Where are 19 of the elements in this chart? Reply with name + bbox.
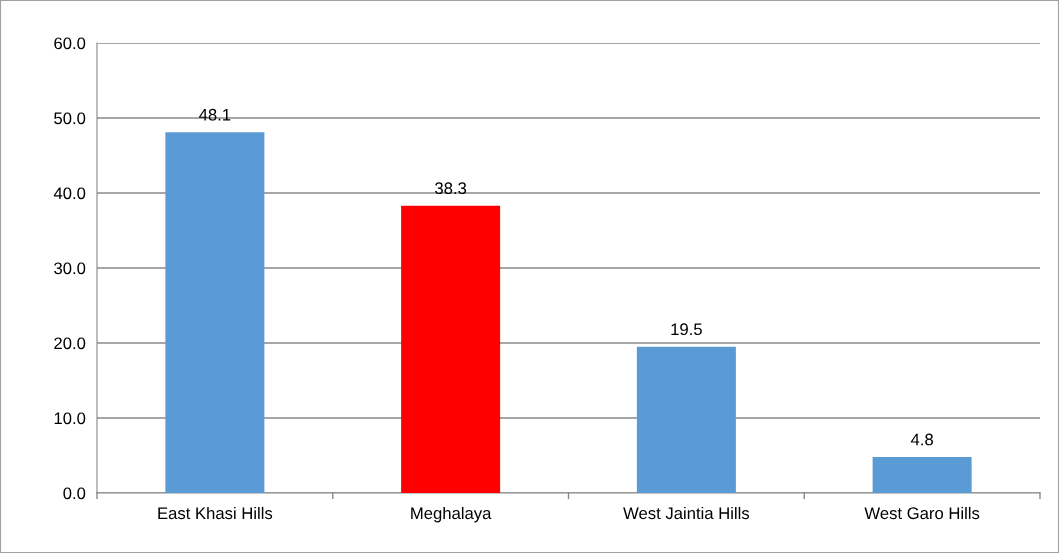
bar bbox=[165, 132, 265, 493]
y-tick-label: 0.0 bbox=[63, 487, 86, 500]
bar bbox=[872, 457, 972, 493]
y-tick-label: 30.0 bbox=[54, 262, 86, 275]
x-tick-label: West Garo Hills bbox=[864, 506, 980, 520]
y-tick-label: 10.0 bbox=[54, 412, 86, 425]
x-tick-label: Meghalaya bbox=[411, 506, 492, 523]
y-tick-label: 40.0 bbox=[53, 187, 86, 200]
data-label: 19.5 bbox=[671, 323, 702, 336]
data-label: 48.1 bbox=[199, 108, 231, 121]
y-tick-label: 50.0 bbox=[54, 112, 86, 125]
data-label: 4.8 bbox=[910, 433, 933, 446]
x-tick-label: West Jaintia Hills bbox=[623, 506, 750, 520]
bar bbox=[636, 346, 736, 493]
data-label: 38.3 bbox=[435, 182, 467, 195]
y-tick-label: 60.0 bbox=[54, 37, 86, 50]
bar bbox=[401, 205, 501, 493]
x-tick-label: East Khasi Hills bbox=[158, 506, 273, 520]
y-tick-label: 20.0 bbox=[54, 337, 86, 350]
